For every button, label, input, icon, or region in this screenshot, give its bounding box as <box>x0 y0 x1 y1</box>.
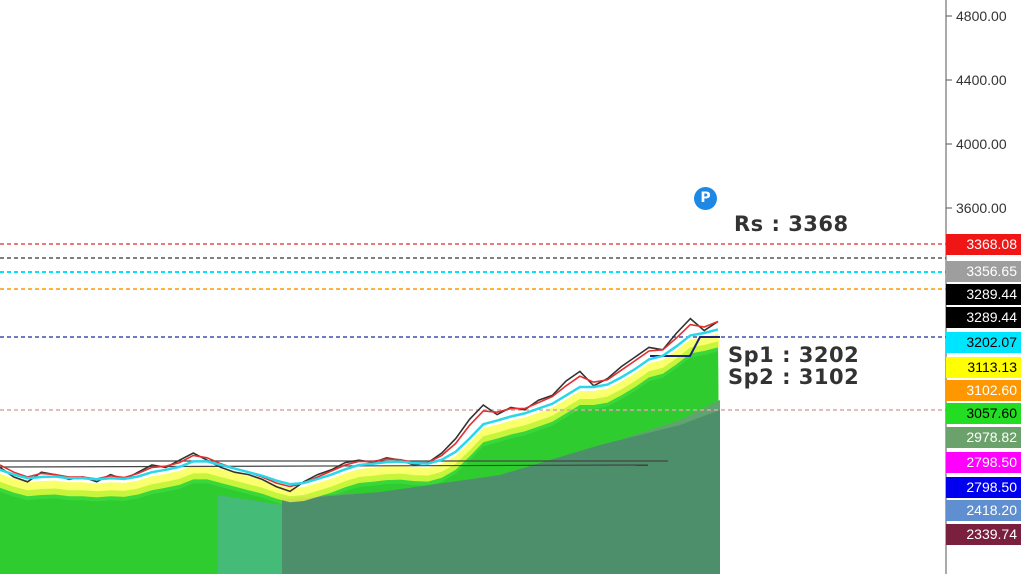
price-level-tag: 3356.65 <box>946 261 1021 282</box>
support-step-line <box>650 336 720 357</box>
support2-annotation: Sp2 : 3102 <box>728 365 860 389</box>
price-level-tag: 2798.50 <box>946 452 1021 473</box>
price-level-tag: 3057.60 <box>946 403 1021 424</box>
price-level-tag: 2418.20 <box>946 500 1021 521</box>
price-level-tag: 3289.44 <box>946 284 1021 305</box>
price-tick-label: 4800.00 <box>956 8 1007 24</box>
support1-annotation: Sp1 : 3202 <box>728 343 860 367</box>
pivot-badge-icon[interactable]: P <box>694 187 717 210</box>
price-level-tag: 3202.07 <box>946 332 1021 353</box>
price-series-line <box>0 320 719 488</box>
price-level-tag: 3289.44 <box>946 307 1021 328</box>
price-tick-label: 3600.00 <box>956 200 1007 216</box>
cloud-band-yellow <box>0 333 720 503</box>
cloud-band-teal <box>218 495 282 574</box>
price-level-tag: 3368.08 <box>946 234 1021 255</box>
price-tick-label: 4400.00 <box>956 72 1007 88</box>
price-level-tag: 3113.13 <box>946 357 1021 378</box>
price-tick-label: 4000.00 <box>956 136 1007 152</box>
price-series-line <box>0 328 719 486</box>
resistance-annotation: Rs : 3368 <box>734 212 849 236</box>
cloud-band-deep <box>282 410 720 574</box>
trend-line <box>0 464 649 468</box>
price-level-tag: 2339.74 <box>946 524 1021 545</box>
price-level-tag: 2798.50 <box>946 477 1021 498</box>
price-level-tag: 3102.60 <box>946 380 1021 401</box>
price-level-tag: 2978.82 <box>946 427 1021 448</box>
